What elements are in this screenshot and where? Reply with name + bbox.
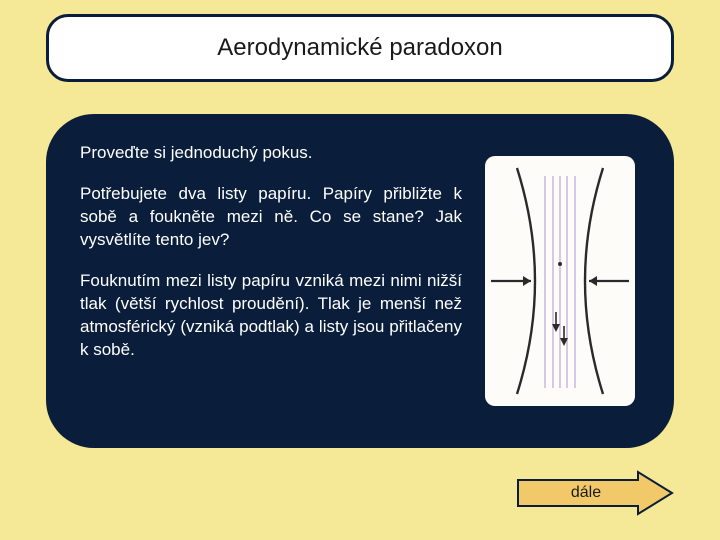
airflow-diagram bbox=[485, 156, 635, 406]
next-label: dále bbox=[516, 470, 656, 516]
text-column: Proveďte si jednoduchý pokus. Potřebujet… bbox=[80, 142, 462, 420]
title-panel: Aerodynamické paradoxon bbox=[46, 14, 674, 82]
diagram-column bbox=[480, 142, 640, 420]
content-panel: Proveďte si jednoduchý pokus. Potřebujet… bbox=[46, 114, 674, 448]
page-title: Aerodynamické paradoxon bbox=[217, 34, 503, 62]
paragraph-intro: Proveďte si jednoduchý pokus. bbox=[80, 142, 462, 165]
paragraph-question: Potřebujete dva listy papíru. Papíry při… bbox=[80, 183, 462, 252]
next-button[interactable]: dále bbox=[516, 470, 674, 516]
paragraph-explanation: Fouknutím mezi listy papíru vzniká mezi … bbox=[80, 270, 462, 362]
